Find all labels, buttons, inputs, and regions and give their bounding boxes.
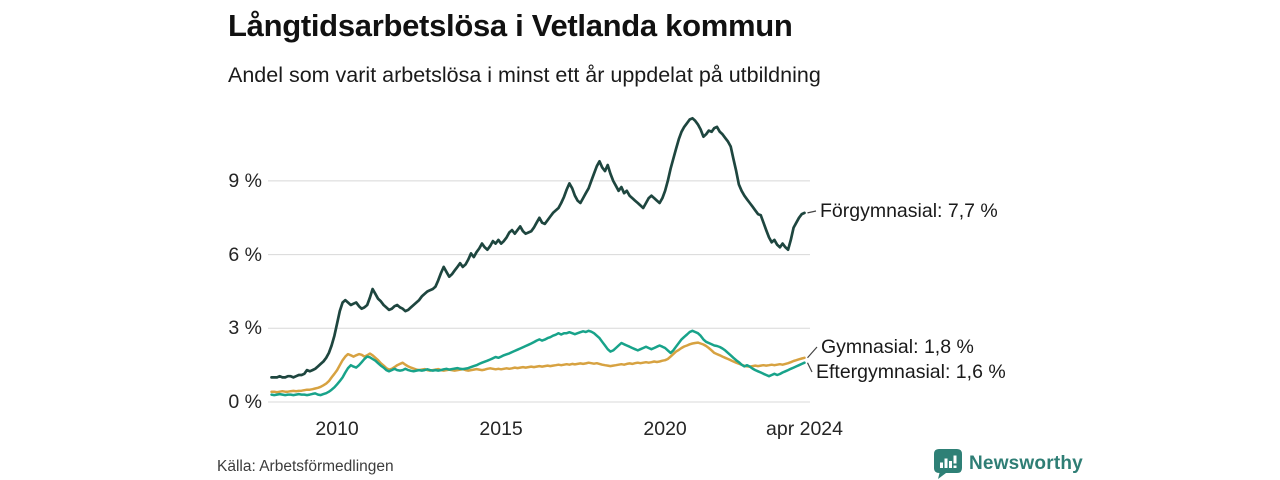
- series-label-gymnasial: Gymnasial: 1,8 %: [821, 336, 974, 358]
- series-label-eftergymnasial: Eftergymnasial: 1,6 %: [816, 361, 1006, 383]
- x-axis-tick-label: 2010: [315, 418, 359, 440]
- source-note: Källa: Arbetsförmedlingen: [217, 458, 394, 475]
- chart-subtitle: Andel som varit arbetslösa i minst ett å…: [228, 63, 821, 87]
- x-axis-tick-label: 2020: [643, 418, 687, 440]
- brand-logo: Newsworthy: [934, 449, 1083, 479]
- label-connector: [807, 346, 818, 359]
- newsworthy-icon: [934, 449, 962, 479]
- series-line-förgymnasial: [270, 116, 806, 379]
- brand-name: Newsworthy: [969, 453, 1083, 474]
- series-line-eftergymnasial: [270, 329, 806, 397]
- x-axis-tick-label: apr 2024: [766, 418, 843, 440]
- series-line-gymnasial: [270, 341, 806, 394]
- y-axis-tick-label: 0 %: [228, 391, 262, 413]
- x-axis-tick-label: 2015: [479, 418, 523, 440]
- label-connector: [807, 210, 817, 214]
- y-axis-tick-label: 3 %: [228, 317, 262, 340]
- y-axis-tick-label: 6 %: [228, 243, 262, 266]
- chart-title: Långtidsarbetslösa i Vetlanda kommun: [228, 8, 793, 43]
- y-axis-tick-label: 9 %: [228, 169, 262, 192]
- series-label-forgymnasial: Förgymnasial: 7,7 %: [820, 200, 998, 222]
- label-connector: [806, 362, 813, 373]
